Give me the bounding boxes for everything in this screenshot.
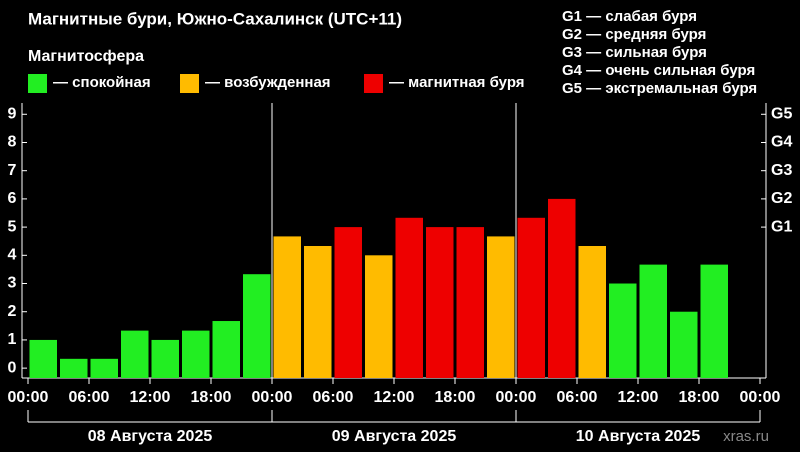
bar [670, 311, 698, 378]
bar [121, 330, 149, 378]
g-scale-label: G2 — средняя буря [562, 26, 706, 43]
g-scale-label: G4 — очень сильная буря [562, 62, 755, 79]
bar [395, 217, 423, 378]
y-tick-label: 4 [8, 247, 17, 264]
legend-label: — магнитная буря [389, 74, 525, 91]
y2-tick-label: G2 [771, 190, 792, 207]
chart-title: Магнитные бури, Южно-Сахалинск (UTC+11) [28, 9, 402, 28]
y-tick-label: 0 [8, 359, 17, 376]
x-tick-label: 18:00 [191, 389, 232, 406]
legend-label: — возбужденная [205, 74, 331, 91]
bar [639, 264, 667, 378]
x-tick-label: 06:00 [313, 389, 354, 406]
x-tick-label: 12:00 [374, 389, 415, 406]
y-tick-label: 9 [8, 106, 17, 123]
x-tick-label: 12:00 [130, 389, 171, 406]
bar [29, 339, 57, 378]
bar [426, 227, 454, 378]
bar [212, 321, 240, 378]
bar [456, 227, 484, 378]
y-tick-label: 1 [8, 331, 17, 348]
x-tick-label: 00:00 [8, 389, 49, 406]
g-scale-label: G1 — слабая буря [562, 8, 697, 25]
y-tick-label: 8 [8, 134, 17, 151]
legend-swatch [180, 74, 199, 93]
x-tick-label: 18:00 [679, 389, 720, 406]
day-label: 09 Августа 2025 [332, 428, 457, 445]
y-tick-label: 2 [8, 303, 17, 320]
x-tick-label: 12:00 [618, 389, 659, 406]
x-tick-label: 00:00 [496, 389, 537, 406]
bar [60, 358, 88, 378]
y2-tick-label: G1 [771, 218, 792, 235]
legend-swatch [28, 74, 47, 93]
bar [487, 236, 515, 378]
bar [365, 255, 393, 378]
bar [151, 339, 179, 378]
legend-label: — спокойная [53, 74, 151, 91]
y-tick-label: 5 [8, 218, 17, 235]
y-tick-label: 6 [8, 190, 17, 207]
bar [243, 274, 271, 378]
bar [517, 217, 545, 378]
bar [273, 236, 301, 378]
bar [548, 198, 576, 378]
bar [304, 246, 332, 378]
bar [578, 246, 606, 378]
bar [90, 358, 118, 378]
watermark: xras.ru [723, 428, 769, 445]
y-tick-label: 7 [8, 162, 17, 179]
bar [609, 283, 637, 378]
x-tick-label: 06:00 [557, 389, 598, 406]
x-tick-label: 06:00 [69, 389, 110, 406]
y2-tick-label: G4 [771, 134, 792, 151]
bar [182, 330, 210, 378]
x-tick-label: 18:00 [435, 389, 476, 406]
legend-swatch [364, 74, 383, 93]
day-label: 10 Августа 2025 [576, 428, 701, 445]
y-tick-label: 3 [8, 275, 17, 292]
subtitle: Магнитосфера [28, 48, 144, 65]
y2-tick-label: G5 [771, 106, 792, 123]
g-scale-label: G3 — сильная буря [562, 44, 707, 61]
bar [700, 264, 728, 378]
day-label: 08 Августа 2025 [88, 428, 213, 445]
bar [334, 227, 362, 378]
x-tick-label: 00:00 [252, 389, 293, 406]
x-tick-label: 00:00 [740, 389, 781, 406]
y2-tick-label: G3 [771, 162, 792, 179]
g-scale-label: G5 — экстремальная буря [562, 80, 757, 97]
